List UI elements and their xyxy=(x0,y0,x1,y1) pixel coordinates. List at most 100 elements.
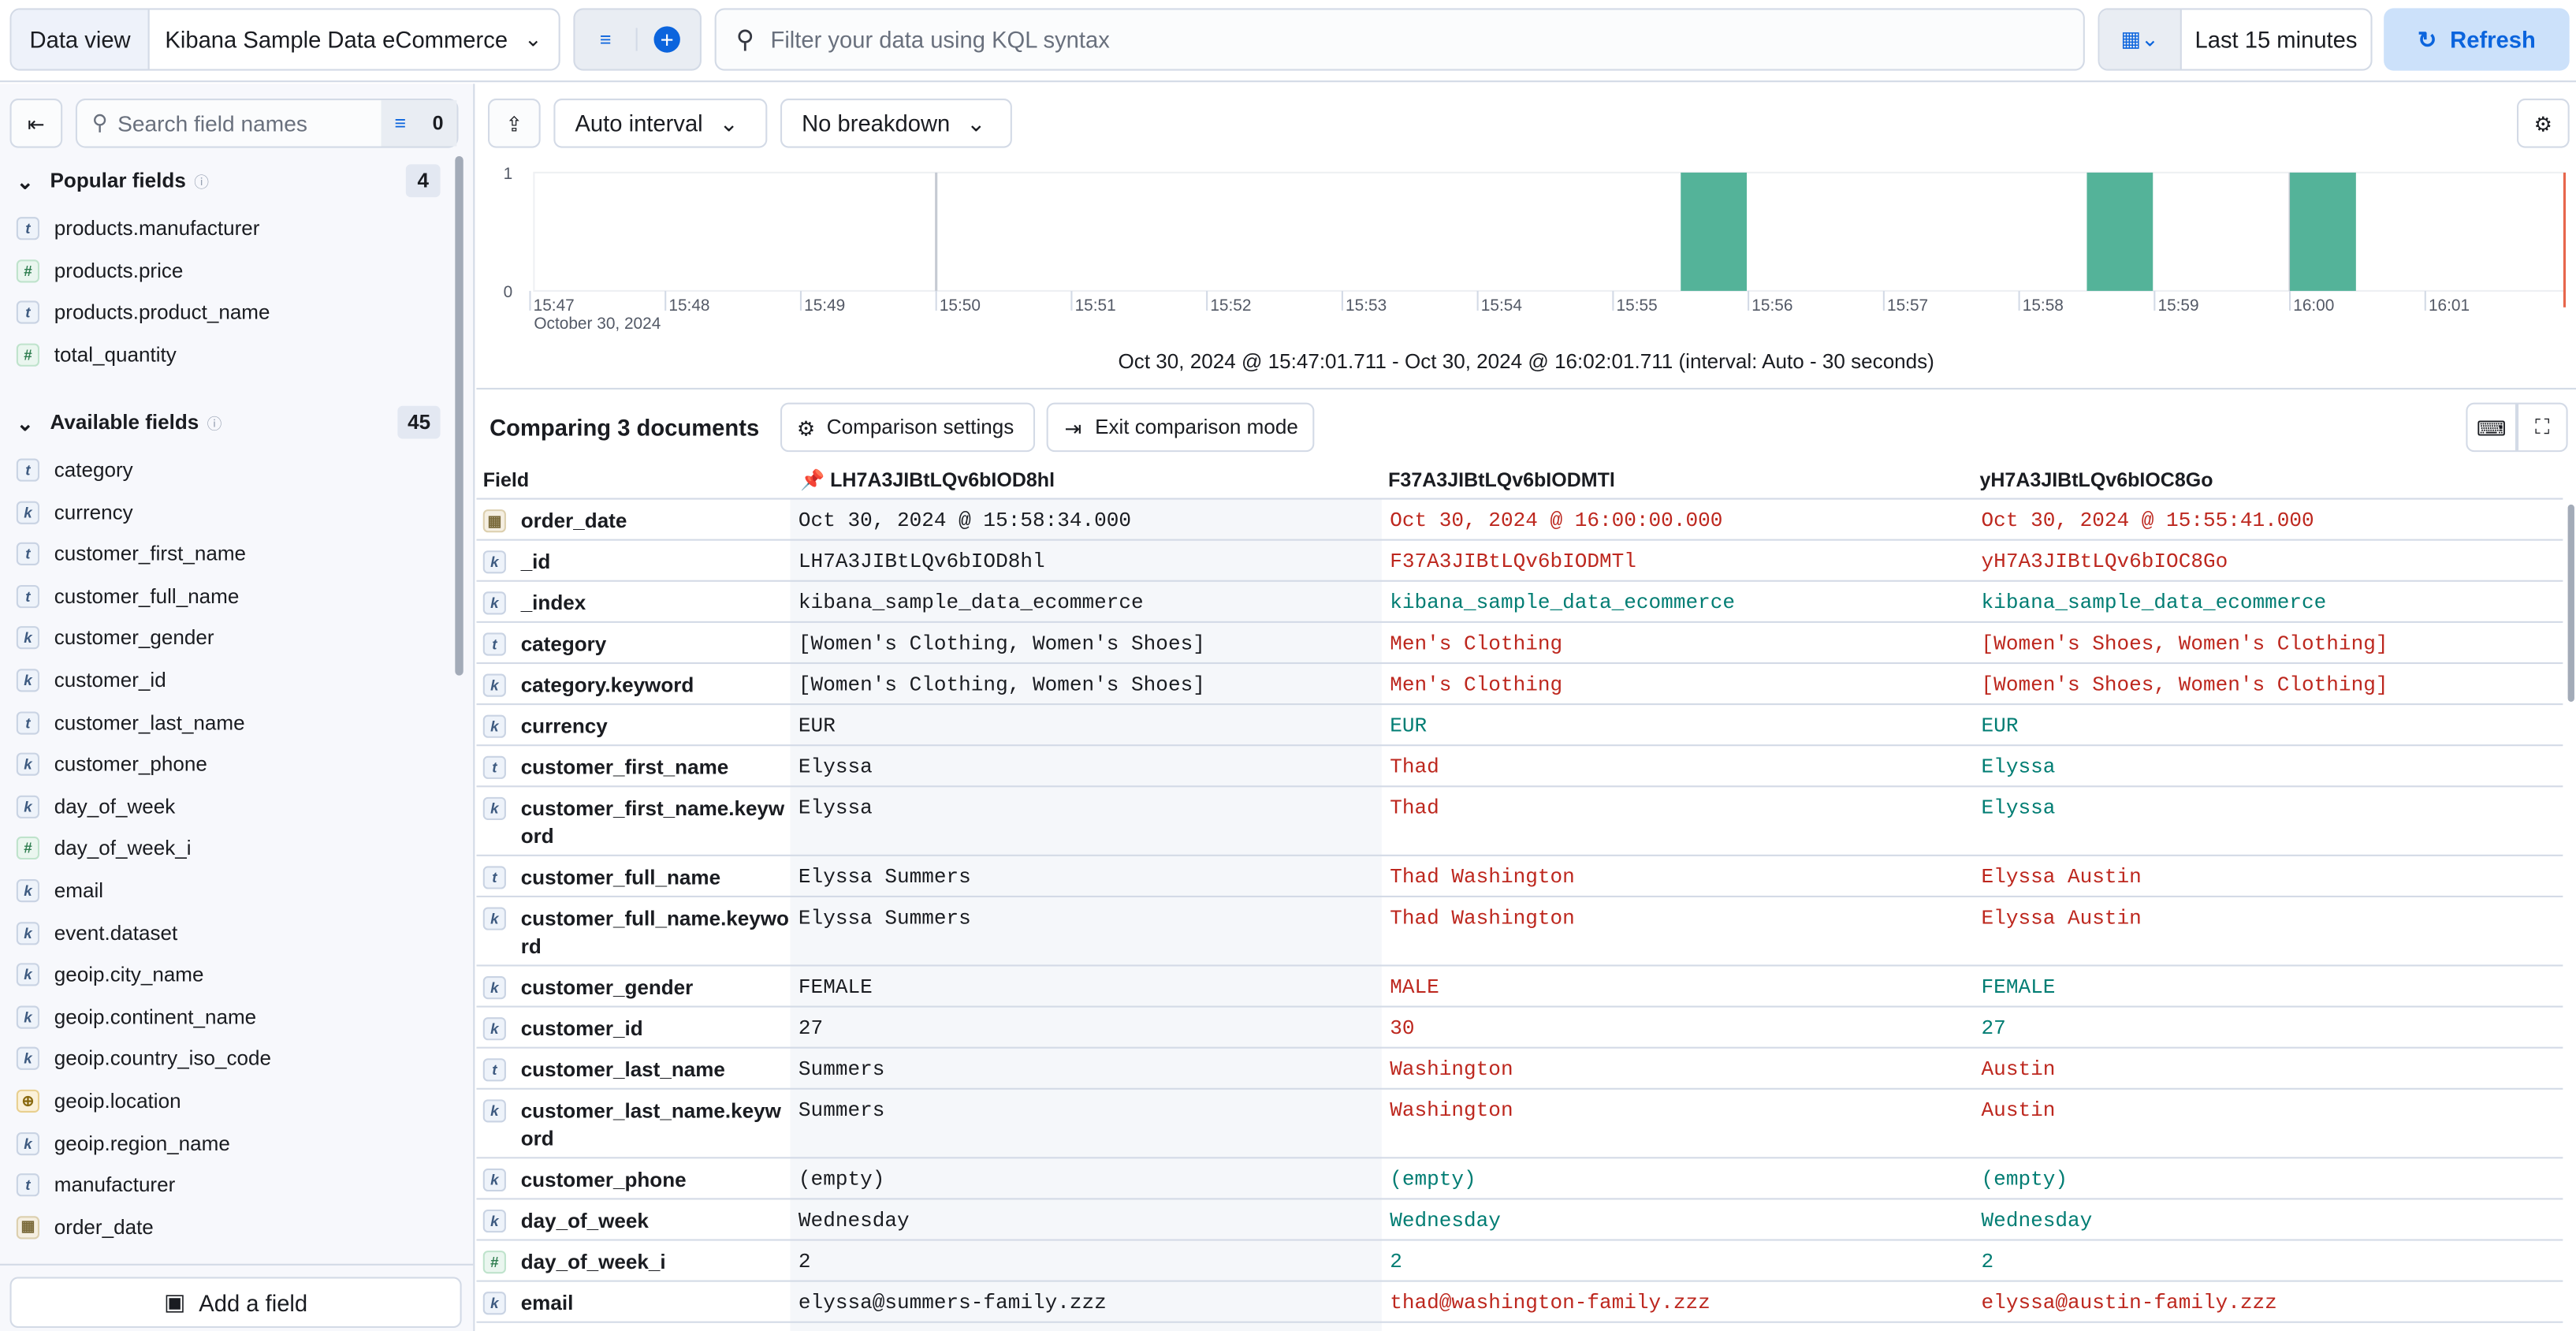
add-filter-icon[interactable]: + xyxy=(653,26,680,53)
value-cell-diff: thad@washington-family.zzz xyxy=(1390,1292,1711,1315)
value-cell-same: kibana_sample_data_ecommerce xyxy=(1390,591,1736,615)
refresh-button[interactable]: ↻ Refresh xyxy=(2384,8,2570,71)
value-cell: Summers xyxy=(798,1058,885,1082)
value-cell-diff: Austin xyxy=(1981,1058,2056,1082)
doc-header-pinned[interactable]: 📌 LH7A3JIBtLQv6bIOD8hl xyxy=(800,468,1055,491)
field-name: customer_id xyxy=(520,1017,643,1041)
exit-comparison-button[interactable]: ⇥ Exit comparison mode xyxy=(1046,402,1315,453)
keyboard-shortcuts-button[interactable]: ⌨ xyxy=(2466,402,2517,453)
field-name: customer_phone xyxy=(520,1168,687,1192)
field-list-item[interactable]: k day_of_week xyxy=(16,790,175,823)
breakdown-select[interactable]: No breakdown ⌄ xyxy=(780,99,1012,148)
field-search-input[interactable]: Search field names xyxy=(117,110,307,136)
keyword-type-icon: k xyxy=(16,1005,40,1029)
sidebar-scrollbar[interactable] xyxy=(455,155,463,676)
field-list-item[interactable]: ▦ order_date xyxy=(16,1211,154,1244)
comparison-settings-button[interactable]: ⚙ Comparison settings xyxy=(780,402,1036,453)
field-list-item[interactable]: k customer_gender xyxy=(16,622,214,655)
histogram-bar xyxy=(2086,172,2153,291)
toggle-histogram-button[interactable]: ⇪ xyxy=(488,99,541,148)
text-type-icon: t xyxy=(16,458,40,482)
field-cell: # day_of_week_i xyxy=(482,1251,792,1277)
field-name: order_date xyxy=(520,509,627,533)
text-type-icon: t xyxy=(16,300,40,324)
field-list-item[interactable]: t category xyxy=(16,453,133,487)
value-cell: Summers xyxy=(798,1099,885,1123)
field-list-item[interactable]: k geoip.city_name xyxy=(16,958,204,991)
field-list-item[interactable]: k geoip.continent_name xyxy=(16,1001,257,1034)
field-search[interactable]: ⚲ Search field names ≡ 0 xyxy=(75,99,459,148)
keyword-type-icon: k xyxy=(16,626,40,651)
number-type-icon: # xyxy=(16,259,40,282)
available-fields-header[interactable]: ⌄ Available fields ⓘ 45 xyxy=(17,405,441,439)
field-name: category xyxy=(520,632,607,656)
field-name: geoip.location xyxy=(54,1089,181,1113)
add-field-button[interactable]: ▣ Add a field xyxy=(9,1277,462,1329)
field-list-item[interactable]: ⊕ geoip.location xyxy=(16,1085,181,1118)
field-list-item[interactable]: k event.dataset xyxy=(16,916,177,949)
field-list-item[interactable]: k currency xyxy=(16,496,133,529)
chart-options-button[interactable]: ⚙ xyxy=(2516,99,2570,148)
table-row: k _index kibana_sample_data_ecommerce kiban… xyxy=(476,582,2563,623)
collapse-sidebar-button[interactable]: ⇤ xyxy=(9,99,63,148)
keyword-type-icon: k xyxy=(16,500,40,524)
field-name: email xyxy=(520,1292,574,1315)
available-title: Available fields xyxy=(50,411,199,434)
popular-title: Popular fields xyxy=(50,169,186,192)
field-list-item[interactable]: t customer_full_name xyxy=(16,580,239,613)
field-list-item[interactable]: k customer_id xyxy=(16,664,166,697)
keyword-type-icon: k xyxy=(16,879,40,903)
field-list-item[interactable]: # total_quantity xyxy=(16,338,177,371)
field-name: products.manufacturer xyxy=(54,217,260,240)
value-cell-same: 27 xyxy=(1981,1017,2006,1041)
calendar-icon[interactable]: ▦⌄ xyxy=(2099,9,2182,69)
field-list-item[interactable]: t customer_first_name xyxy=(16,538,247,571)
keyword-type-icon: k xyxy=(482,550,506,574)
field-list-item[interactable]: t products.product_name xyxy=(16,296,270,330)
field-name: customer_phone xyxy=(54,752,207,777)
field-list-item[interactable]: k email xyxy=(16,874,103,908)
x-date-label: October 30, 2024 xyxy=(534,315,661,333)
top-bar: Data view Kibana Sample Data eCommerce ⌄… xyxy=(0,0,2576,83)
field-list-item[interactable]: k geoip.region_name xyxy=(16,1127,230,1160)
table-row: t customer_first_name Elyssa Thad Elyssa xyxy=(476,746,2563,788)
value-cell-diff: Thad xyxy=(1390,796,1439,821)
interval-select[interactable]: Auto interval ⌄ xyxy=(553,99,768,148)
value-cell: Elyssa xyxy=(798,755,873,779)
table-scrollbar[interactable] xyxy=(2567,504,2574,702)
text-type-icon: t xyxy=(482,1058,506,1082)
field-name: geoip.country_iso_code xyxy=(54,1047,271,1071)
data-view-picker[interactable]: Data view Kibana Sample Data eCommerce ⌄ xyxy=(9,8,560,71)
chevron-down-icon: ⌄ xyxy=(16,170,34,193)
field-list-item[interactable]: t manufacturer xyxy=(16,1169,175,1202)
field-cell: t customer_first_name xyxy=(482,755,792,782)
query-bar[interactable]: ⚲ Filter your data using KQL syntax xyxy=(714,8,2085,71)
field-name: geoip.continent_name xyxy=(54,1005,257,1029)
fullscreen-button[interactable]: ⛶ xyxy=(2516,402,2568,453)
time-range[interactable]: Last 15 minutes xyxy=(2194,26,2358,53)
add-field-icon: ▣ xyxy=(163,1288,186,1315)
field-header: Field xyxy=(482,468,530,492)
field-filter-button[interactable]: ≡ 0 xyxy=(381,100,457,147)
filter-menu-icon[interactable]: ≡ xyxy=(575,28,638,51)
x-tick-label: 16:01 xyxy=(2429,296,2470,315)
field-list-item[interactable]: t products.manufacturer xyxy=(16,212,260,245)
field-name: day_of_week xyxy=(520,1209,649,1233)
field-list-item[interactable]: # day_of_week_i xyxy=(16,832,192,865)
value-cell-same: (empty) xyxy=(1981,1168,2068,1192)
table-row: k customer_id 27 30 27 xyxy=(476,1008,2563,1049)
value-cell-diff: Elyssa Austin xyxy=(1981,907,2142,930)
popular-fields-header[interactable]: ⌄ Popular fields ⓘ 4 xyxy=(16,164,441,198)
field-list-item[interactable]: t customer_last_name xyxy=(16,706,245,739)
field-name: customer_first_name xyxy=(54,542,247,566)
doc-header[interactable]: F37A3JIBtLQv6bIODMTl xyxy=(1388,468,1615,492)
value-cell-diff: F37A3JIBtLQv6bIODMTl xyxy=(1390,550,1636,574)
field-list-item[interactable]: # products.price xyxy=(16,254,184,287)
date-picker[interactable]: ▦⌄ Last 15 minutes xyxy=(2098,8,2373,71)
value-cell-diff: Washington xyxy=(1390,1058,1513,1082)
field-list-item[interactable]: k geoip.country_iso_code xyxy=(16,1042,271,1076)
query-input[interactable]: Filter your data using KQL syntax xyxy=(770,26,1110,53)
doc-header[interactable]: yH7A3JIBtLQv6bIOC8Go xyxy=(1979,468,2213,492)
data-view-label: Data view xyxy=(11,9,151,69)
field-list-item[interactable]: k customer_phone xyxy=(16,748,207,781)
